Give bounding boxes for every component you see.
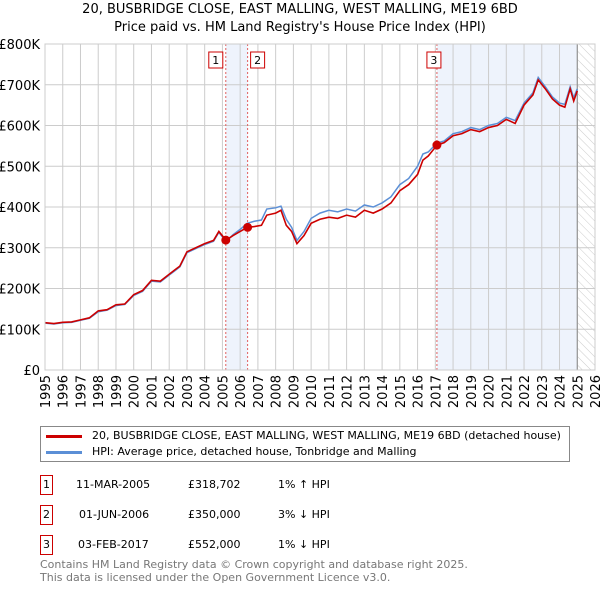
x-tick-label: 2004 — [199, 375, 214, 408]
y-tick-label: £100K — [0, 323, 40, 338]
x-tick-label: 2017 — [429, 375, 444, 408]
x-tick-label: 2019 — [465, 375, 480, 408]
x-tick-label: 2000 — [128, 375, 143, 408]
y-tick-label: £0 — [23, 364, 40, 379]
chart-title: 20, BUSBRIDGE CLOSE, EAST MALLING, WEST … — [82, 2, 518, 17]
footer-licence: This data is licensed under the Open Gov… — [40, 571, 391, 584]
x-tick-label: 1995 — [39, 375, 54, 408]
price-paid-line — [44, 78, 579, 325]
sale-label-box — [426, 51, 442, 69]
x-tick-label: 2020 — [483, 375, 498, 408]
sale-point — [432, 140, 442, 150]
chart-subtitle: Price paid vs. HM Land Registry's House … — [114, 20, 486, 35]
transaction-hpi: 1% ↓ HPI — [278, 538, 330, 551]
x-tick-label: 1999 — [110, 375, 125, 408]
footer-copyright: Contains HM Land Registry data © Crown c… — [40, 558, 468, 571]
x-tick-label: 1998 — [92, 375, 107, 408]
transaction-date: 11-MAR-2005 — [76, 478, 151, 491]
transaction-price: £552,000 — [188, 538, 241, 551]
legend-red-line — [46, 434, 82, 438]
y-tick-label: £600K — [0, 120, 40, 135]
plot-border — [44, 43, 596, 371]
transaction-row: 2 01-JUN-2006 £350,000 3% ↓ HPI — [40, 505, 440, 525]
x-tick-label: 2003 — [181, 375, 196, 408]
transaction-row: 1 11-MAR-2005 £318,702 1% ↑ HPI — [40, 475, 440, 495]
legend-red-label: 20, BUSBRIDGE CLOSE, EAST MALLING, WEST … — [92, 429, 561, 442]
y-tick-label: £300K — [0, 242, 40, 257]
transaction-price: £350,000 — [188, 508, 241, 521]
x-tick-label: 2011 — [323, 375, 338, 408]
transaction-price: £318,702 — [188, 478, 241, 491]
x-tick-label: 2021 — [500, 375, 515, 408]
x-tick-label: 2024 — [554, 375, 569, 408]
transaction-number: 1 — [40, 475, 53, 495]
y-tick-label: £400K — [0, 201, 40, 216]
sale-point — [243, 222, 253, 232]
y-tick-label: £800K — [0, 38, 40, 53]
transaction-row: 3 03-FEB-2017 £552,000 1% ↓ HPI — [40, 535, 440, 555]
sale-label: 1 — [212, 54, 219, 67]
plot-area: £0 £100K £200K £300K £400K £500K £600K £700K £80… — [0, 38, 600, 408]
x-tick-label: 2025 — [571, 375, 586, 408]
legend-blue-line — [46, 450, 82, 454]
sale-label: 3 — [430, 54, 437, 67]
x-tick-label: 2018 — [447, 375, 462, 408]
y-tick-label: £700K — [0, 79, 40, 94]
transaction-number: 3 — [40, 535, 53, 555]
x-tick-label: 2010 — [305, 375, 320, 408]
x-tick-label: 2012 — [341, 375, 356, 408]
footer: Contains HM Land Registry data © Crown c… — [40, 558, 468, 584]
x-tick-label: 2008 — [270, 375, 285, 408]
x-tick-label: 2022 — [518, 375, 533, 408]
x-tick-label: 2026 — [589, 375, 600, 408]
x-tick-label: 2014 — [376, 375, 391, 408]
transaction-hpi: 3% ↓ HPI — [278, 508, 330, 521]
sale-label-box — [250, 51, 266, 69]
x-tick-label: 2016 — [412, 375, 427, 408]
sale-label: 2 — [254, 54, 261, 67]
sale-point — [221, 235, 231, 245]
x-tick-label: 2023 — [536, 375, 551, 408]
transaction-date: 01-JUN-2006 — [79, 508, 150, 521]
x-tick-label: 2009 — [287, 375, 302, 408]
x-tick-label: 2013 — [358, 375, 373, 408]
legend: 20, BUSBRIDGE CLOSE, EAST MALLING, WEST … — [40, 426, 570, 462]
x-tick-label: 2002 — [163, 375, 178, 408]
transaction-date: 03-FEB-2017 — [78, 538, 149, 551]
y-tick-label: £500K — [0, 160, 40, 175]
x-tick-label: 2001 — [145, 375, 160, 408]
x-tick-label: 2007 — [252, 375, 267, 408]
x-tick-label: 1996 — [57, 375, 72, 408]
transaction-hpi: 1% ↑ HPI — [278, 478, 330, 491]
x-tick-label: 2005 — [216, 375, 231, 408]
transaction-number: 2 — [40, 505, 53, 525]
y-tick-label: £200K — [0, 283, 40, 298]
x-tick-label: 2015 — [394, 375, 409, 408]
x-tick-label: 1997 — [74, 375, 89, 408]
x-tick-label: 2006 — [234, 375, 249, 408]
sale-label-box — [208, 51, 224, 69]
legend-blue-label: HPI: Average price, detached house, Tonb… — [92, 445, 417, 458]
